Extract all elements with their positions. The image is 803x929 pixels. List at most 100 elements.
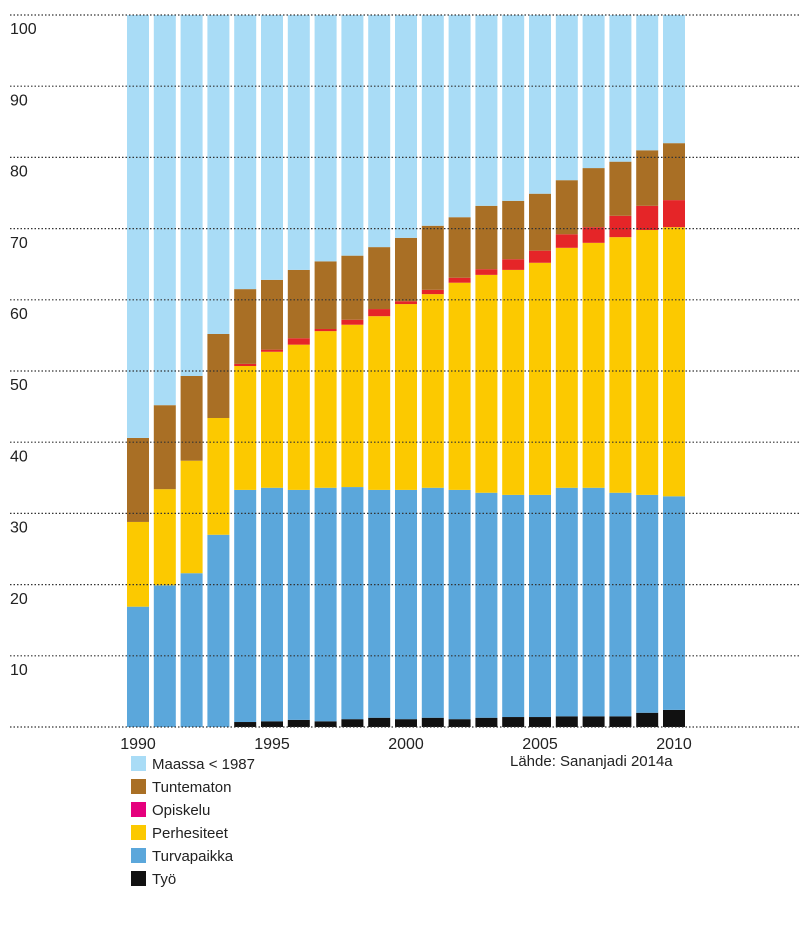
- bar-segment: [663, 227, 685, 497]
- bar-segment: [153, 489, 176, 586]
- bar-segment: [314, 487, 337, 722]
- y-tick-label: 30: [10, 520, 28, 537]
- bar-segment: [502, 200, 525, 260]
- legend-label: Opiskelu: [152, 802, 210, 819]
- bar-segment: [180, 573, 203, 727]
- legend-swatch: [131, 779, 146, 794]
- bar-segment: [609, 161, 632, 216]
- bar-segment: [502, 15, 525, 201]
- bar-segment: [153, 15, 176, 406]
- bar-segment: [475, 15, 498, 206]
- bar-segment: [663, 709, 685, 727]
- bar-segment: [448, 217, 471, 278]
- bar-segment: [341, 255, 364, 320]
- bar-segment: [421, 289, 444, 295]
- bar-segment: [555, 487, 578, 717]
- bar-segment: [207, 15, 230, 334]
- bar-segment: [609, 15, 632, 162]
- bar-segment: [582, 227, 605, 243]
- bar-segment: [368, 15, 391, 248]
- bar-segment: [475, 274, 498, 493]
- source-note: Lähde: Sananjadi 2014a: [510, 753, 673, 770]
- bar-segment: [448, 489, 471, 720]
- bar-segment: [234, 15, 257, 290]
- bar-segment: [636, 15, 659, 151]
- y-tick-label: 20: [10, 591, 28, 608]
- bar-segment: [555, 247, 578, 488]
- bar-segment: [287, 269, 310, 339]
- bar-segment: [395, 301, 417, 305]
- bar-segment: [341, 719, 364, 727]
- bar-segment: [421, 294, 444, 488]
- legend-label: Turvapaikka: [152, 848, 234, 865]
- legend-swatch: [131, 848, 146, 863]
- bar-segment: [609, 716, 632, 727]
- y-tick-label: 40: [10, 448, 28, 465]
- bar-segment: [207, 417, 230, 535]
- bar-segment: [368, 247, 391, 310]
- bar-segment: [421, 717, 444, 727]
- bar-segment: [582, 487, 605, 717]
- bar-segment: [609, 237, 632, 493]
- bar-segment: [502, 494, 525, 718]
- bar-segment: [153, 405, 176, 490]
- x-tick-label: 1995: [254, 736, 290, 753]
- legend-label: Työ: [152, 871, 176, 888]
- bar-segment: [448, 719, 471, 727]
- bar-segment: [261, 351, 283, 488]
- bar-segment: [636, 712, 659, 727]
- bar-segment: [663, 143, 685, 201]
- bar-segment: [475, 717, 498, 727]
- bar-segment: [180, 375, 203, 461]
- legend-label: Tuntematon: [152, 779, 232, 796]
- bar-segment: [368, 309, 391, 317]
- bar-segment: [395, 15, 417, 238]
- bar-segment: [582, 716, 605, 727]
- bar-segment: [555, 716, 578, 727]
- bar-segment: [609, 215, 632, 238]
- x-tick-label: 2005: [522, 736, 558, 753]
- bar-segment: [529, 250, 551, 263]
- bar-segment: [395, 489, 417, 720]
- bar-segment: [663, 496, 685, 710]
- bar-segment: [261, 279, 283, 350]
- x-tick-label: 2010: [656, 736, 692, 753]
- bar-segment: [341, 319, 364, 325]
- bar-segment: [261, 487, 283, 722]
- bar-segment: [261, 15, 283, 280]
- legend-swatch: [131, 825, 146, 840]
- bar-segment: [421, 225, 444, 290]
- bar-segment: [127, 437, 149, 522]
- bar-segment: [636, 150, 659, 206]
- bar-segment: [368, 717, 391, 727]
- bar-segment: [529, 193, 551, 251]
- bar-segment: [448, 282, 471, 490]
- y-tick-label: 100: [10, 21, 37, 38]
- y-tick-label: 70: [10, 235, 28, 252]
- bar-segment: [234, 366, 257, 490]
- bar-segment: [663, 15, 685, 144]
- bar-segment: [234, 489, 257, 723]
- bar-segment: [341, 487, 364, 720]
- legend-label: Perhesiteet: [152, 825, 229, 842]
- bar-segment: [368, 316, 391, 490]
- bar-segment: [555, 180, 578, 235]
- bar-segment: [234, 722, 257, 727]
- bar-segment: [287, 15, 310, 270]
- bar-segment: [287, 338, 310, 345]
- bar-segment: [448, 277, 471, 283]
- bar-segment: [395, 237, 417, 302]
- bar-segment: [314, 328, 337, 332]
- bar-segment: [582, 168, 605, 228]
- bar-segment: [582, 242, 605, 488]
- bar-segment: [207, 333, 230, 418]
- bar-segment: [475, 492, 498, 718]
- bar-segment: [529, 262, 551, 495]
- bar-segment: [395, 304, 417, 490]
- bar-segment: [421, 15, 444, 226]
- bar-segment: [609, 492, 632, 717]
- bar-segment: [502, 717, 525, 727]
- bar-segment: [127, 15, 149, 438]
- bar-segment: [180, 15, 203, 376]
